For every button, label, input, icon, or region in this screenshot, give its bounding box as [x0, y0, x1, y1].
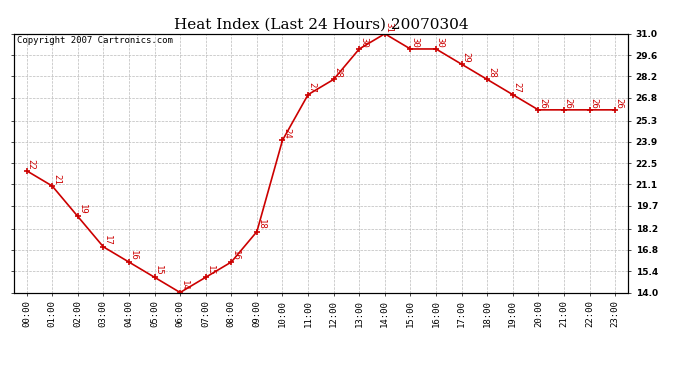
- Text: 30: 30: [435, 37, 444, 48]
- Text: 17: 17: [103, 235, 112, 246]
- Text: Copyright 2007 Cartronics.com: Copyright 2007 Cartronics.com: [17, 36, 172, 45]
- Text: 30: 30: [359, 37, 368, 48]
- Text: 26: 26: [538, 98, 547, 108]
- Text: 16: 16: [231, 250, 240, 261]
- Text: 15: 15: [154, 265, 164, 276]
- Text: 28: 28: [487, 67, 496, 78]
- Text: 30: 30: [410, 37, 419, 48]
- Text: 28: 28: [333, 67, 342, 78]
- Text: 26: 26: [589, 98, 598, 108]
- Text: 22: 22: [26, 159, 35, 170]
- Text: 15: 15: [206, 265, 215, 276]
- Text: 26: 26: [564, 98, 573, 108]
- Text: 27: 27: [513, 82, 522, 93]
- Text: 26: 26: [615, 98, 624, 108]
- Text: 19: 19: [77, 204, 86, 215]
- Text: 29: 29: [461, 52, 471, 63]
- Title: Heat Index (Last 24 Hours) 20070304: Heat Index (Last 24 Hours) 20070304: [174, 17, 468, 31]
- Text: 14: 14: [180, 280, 189, 291]
- Text: 21: 21: [52, 174, 61, 184]
- Text: 31: 31: [384, 22, 393, 32]
- Text: 18: 18: [257, 219, 266, 230]
- Text: 24: 24: [282, 128, 291, 139]
- Text: 16: 16: [128, 250, 137, 261]
- Text: 27: 27: [308, 82, 317, 93]
